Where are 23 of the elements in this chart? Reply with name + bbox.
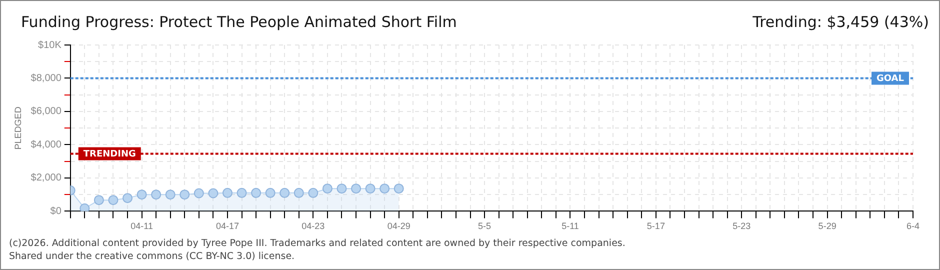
ref-line-label: GOAL: [876, 74, 904, 84]
y-tick-label: $2,000: [30, 172, 62, 184]
chart-subtitle: Trending: $3,459 (43%): [752, 13, 929, 31]
y-tick-label: $0: [50, 206, 62, 217]
y-axis-title: PLEDGED: [12, 106, 23, 150]
x-tick-label: 04-29: [387, 221, 410, 232]
x-tick-label: 04-17: [216, 221, 239, 232]
text: (c)2026. Additional content provided by Tyree Pope III. Trademarks and related content are owned by their respective companies.: [9, 237, 626, 250]
x-tick-label: 04-11: [130, 221, 153, 232]
y-tick-label: $10K: [38, 40, 62, 51]
y-tick-label: $4,000: [30, 139, 62, 150]
chart-title: Funding Progress: Protect The People Animated Short Film: [21, 13, 457, 31]
x-tick-label: 5-23: [732, 221, 751, 232]
x-tick-label: 5-17: [646, 221, 665, 232]
y-tick-label: $6,000: [30, 106, 62, 118]
text: Shared under the creative commons (CC BY-NC 3.0) license.: [9, 250, 296, 263]
x-tick-label: 04-23: [302, 221, 325, 232]
x-tick-label: 5-29: [818, 221, 836, 232]
ref-line-label: TRENDING: [83, 150, 136, 160]
x-tick-label: 5-5: [478, 221, 492, 232]
y-tick-label: $8,000: [30, 72, 62, 84]
x-tick-label: 6-4: [906, 221, 920, 232]
x-tick-label: 5-11: [562, 221, 579, 232]
